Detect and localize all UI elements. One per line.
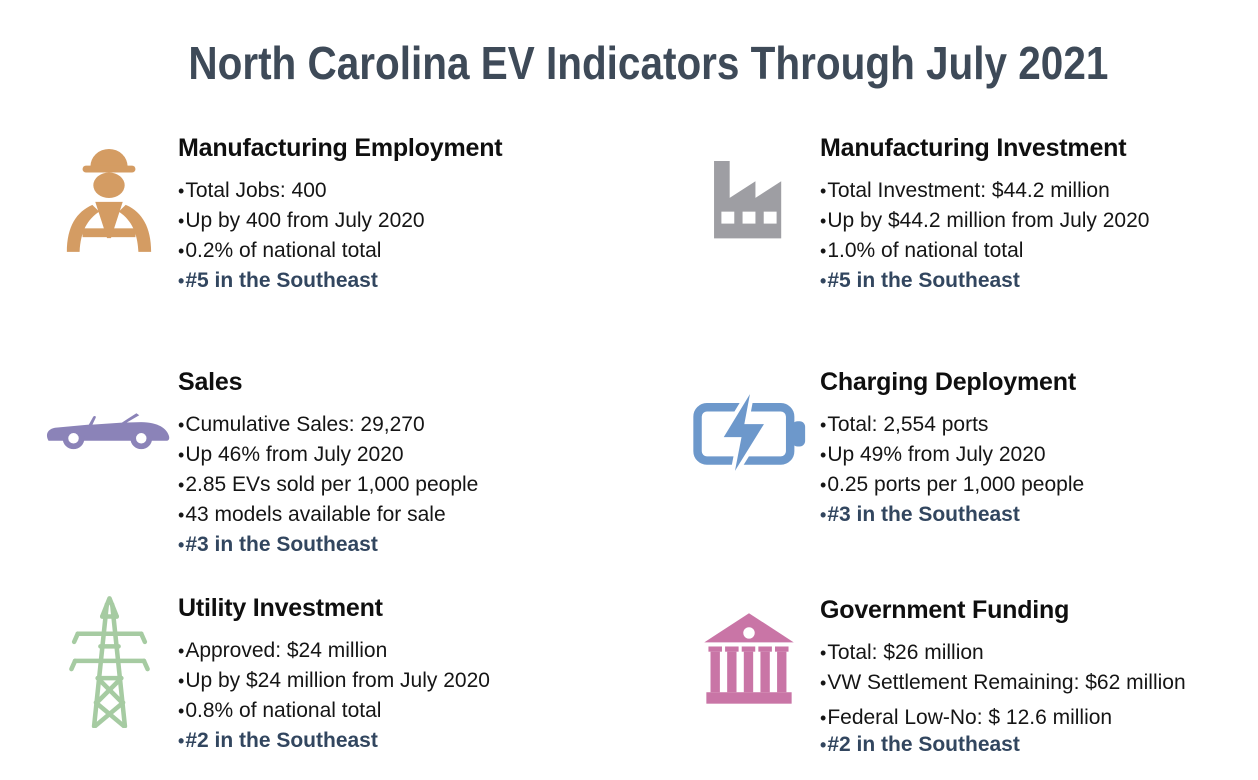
construction-worker-icon bbox=[66, 148, 152, 252]
rank-line: #3 in the Southeast bbox=[178, 530, 646, 560]
rank-line: #3 in the Southeast bbox=[820, 500, 1256, 530]
stat-line: Total Jobs: 400 bbox=[178, 176, 646, 206]
rank-line: #5 in the Southeast bbox=[178, 266, 646, 296]
stat-line: 2.85 EVs sold per 1,000 people bbox=[178, 470, 646, 500]
stat-line: 43 models available for sale bbox=[178, 500, 646, 530]
section-title: Utility Investment bbox=[178, 594, 383, 622]
stat-line: Total: 2,554 ports bbox=[820, 410, 1256, 440]
stat-line: Up by $24 million from July 2020 bbox=[178, 666, 646, 696]
section-title: Manufacturing Employment bbox=[178, 134, 503, 162]
section-manufacturing-investment: Manufacturing Investment Total Investmen… bbox=[678, 134, 1256, 296]
stat-line: 0.25 ports per 1,000 people bbox=[820, 470, 1256, 500]
stat-line: Up by 400 from July 2020 bbox=[178, 206, 646, 236]
charging-battery-icon bbox=[693, 393, 806, 472]
convertible-car-icon bbox=[46, 413, 170, 450]
section-title: Manufacturing Investment bbox=[820, 134, 1127, 162]
stat-line: Up 46% from July 2020 bbox=[178, 440, 646, 470]
stat-line: Up 49% from July 2020 bbox=[820, 440, 1256, 470]
stat-line: 1.0% of national total bbox=[820, 236, 1256, 266]
stat-line: Cumulative Sales: 29,270 bbox=[178, 410, 646, 440]
stat-line: Approved: $24 million bbox=[178, 636, 646, 666]
transmission-tower-icon bbox=[68, 596, 150, 728]
government-building-icon bbox=[704, 613, 794, 704]
rank-line: #2 in the Southeast bbox=[178, 726, 646, 756]
factory-icon bbox=[714, 161, 782, 239]
section-title: Charging Deployment bbox=[820, 368, 1076, 396]
page-title: North Carolina EV Indicators Through Jul… bbox=[188, 37, 1109, 89]
section-sales: Sales Cumulative Sales: 29,270 Up 46% fr… bbox=[40, 368, 646, 560]
stat-line: 0.2% of national total bbox=[178, 236, 646, 266]
section-manufacturing-employment: Manufacturing Employment Total Jobs: 400… bbox=[40, 134, 646, 296]
rank-line: #5 in the Southeast bbox=[820, 266, 1256, 296]
section-charging-deployment: Charging Deployment Total: 2,554 ports U… bbox=[678, 368, 1256, 530]
stat-line: 0.8% of national total bbox=[178, 696, 646, 726]
section-title: Sales bbox=[178, 368, 243, 396]
section-utility-investment: Utility Investment Approved: $24 million… bbox=[40, 594, 646, 756]
stat-line: Federal Low-No: $ 12.6 million bbox=[820, 703, 1256, 733]
section-government-funding: Government Funding Total: $26 million VW… bbox=[678, 596, 1256, 757]
section-title: Government Funding bbox=[820, 596, 1070, 624]
rank-line: #2 in the Southeast bbox=[820, 733, 1256, 757]
stat-line: Total: $26 million bbox=[820, 638, 1256, 668]
stat-line: VW Settlement Remaining: $62 million bbox=[820, 668, 1256, 698]
stat-line: Up by $44.2 million from July 2020 bbox=[820, 206, 1256, 236]
stat-line: Total Investment: $44.2 million bbox=[820, 176, 1256, 206]
